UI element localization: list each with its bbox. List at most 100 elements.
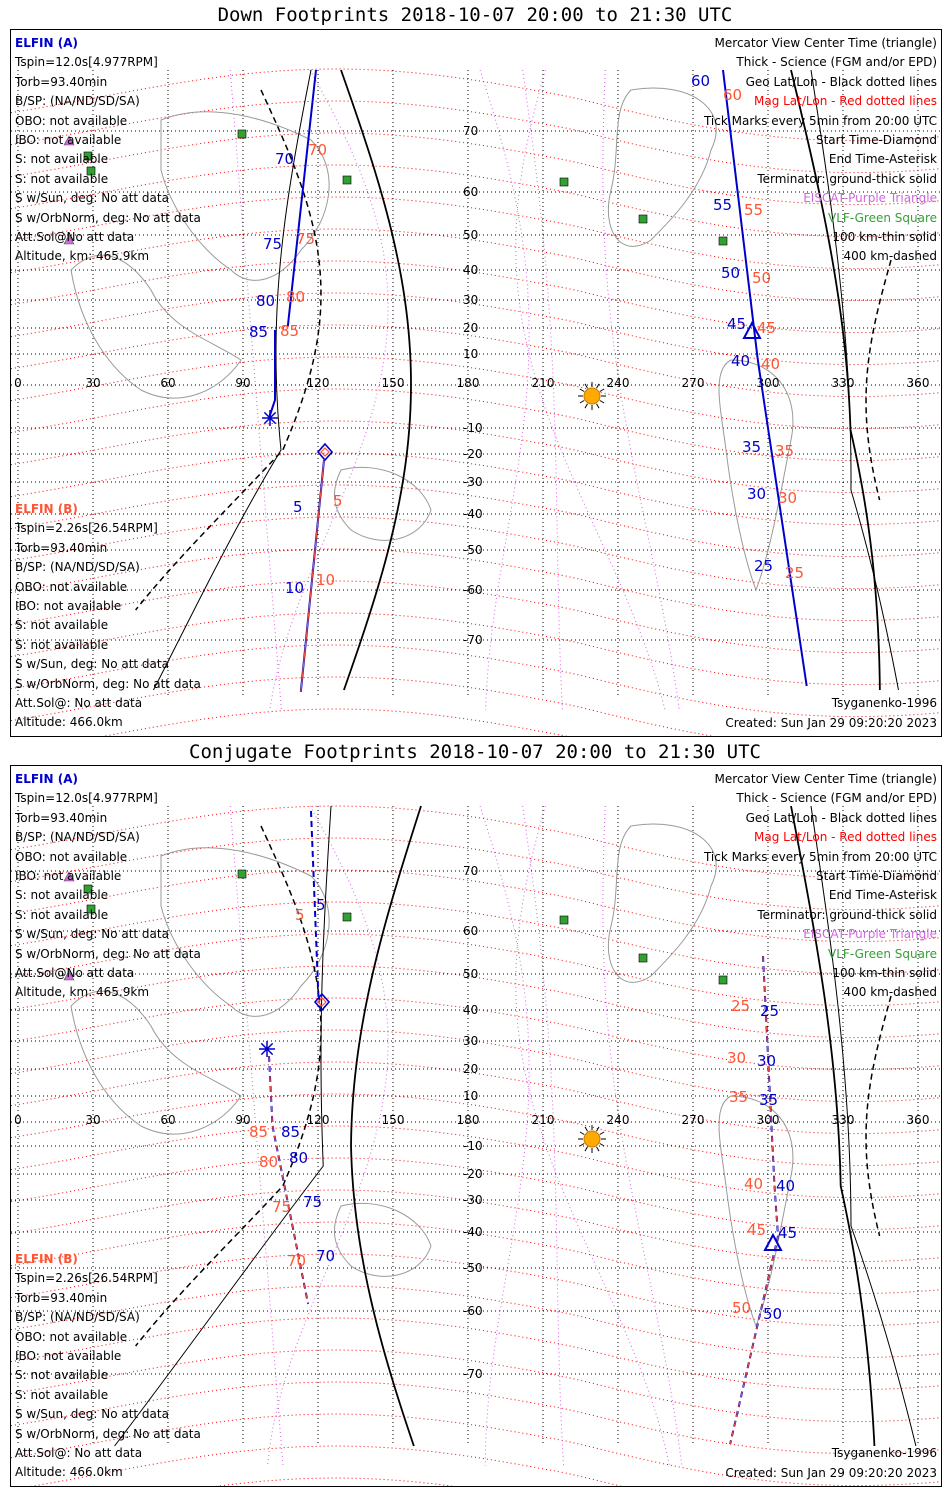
sun-ray	[584, 1126, 588, 1132]
track-time-label: 60	[723, 86, 742, 104]
lat-tick-label: 60	[463, 185, 478, 199]
elfin-a-line: OBO: not available	[15, 849, 128, 864]
lat-tick-label: -50	[463, 543, 483, 557]
mag-lat-line	[11, 1189, 941, 1263]
elfin-b-line: B/SP: (NA/ND/SD/SA)	[15, 1310, 140, 1325]
sun-ray	[596, 1146, 600, 1152]
track-time-label: 60	[691, 72, 710, 90]
coastline	[718, 359, 794, 592]
terminator-400km-line	[135, 89, 322, 611]
track-time-label: 45	[757, 319, 776, 337]
lon-tick-label: 240	[607, 376, 630, 390]
elfin-a-line: IBO: not available	[15, 868, 122, 883]
lat-tick-label: -20	[463, 1167, 483, 1181]
track-time-label: 75	[272, 1198, 291, 1216]
elfin-a-line: S: not available	[15, 171, 109, 186]
lat-tick-label: 60	[463, 924, 478, 938]
lon-tick-label: 90	[235, 376, 250, 390]
terminator-400km-line	[865, 259, 892, 501]
legend-item: Thick - Science (FGM and/or EPD)	[736, 55, 937, 70]
lat-tick-label: -60	[463, 583, 483, 597]
mag-lat-line	[11, 516, 941, 590]
eiscat-marker	[63, 135, 75, 146]
track-time-label: 75	[303, 1193, 322, 1211]
mag-lat-line	[11, 1061, 941, 1135]
elfin-b-line: Att.Sol@: No att data	[15, 695, 143, 710]
elfin-b-info: ELFIN (B) Tspin=2.26s[26.54RPM] Torb=93.…	[15, 1250, 201, 1483]
sun-ray	[579, 400, 585, 404]
track-time-label: 50	[732, 1299, 751, 1317]
legend-item: EISCAT-Purple Triangle	[803, 927, 937, 942]
coastline	[333, 466, 432, 541]
mag-lat-line	[11, 1349, 941, 1423]
sun-icon	[583, 1130, 601, 1148]
lat-tick-label: 10	[463, 347, 478, 361]
track-time-label: 50	[721, 264, 740, 282]
elfin-a-line: Altitude, km: 465.9km	[15, 985, 150, 1000]
elfin-b-line: S w/Sun, deg: No att data	[15, 657, 169, 672]
satellite-track	[310, 810, 320, 1004]
satellite-track	[268, 1055, 309, 1305]
mag-lat-line	[11, 196, 941, 270]
eiscat-marker	[63, 234, 75, 245]
track-time-label: 40	[744, 1175, 763, 1193]
coastline	[160, 847, 330, 1017]
terminator-line	[790, 805, 876, 1447]
legend-item: Thick - Science (FGM and/or EPD)	[736, 791, 937, 806]
lon-tick-label: 0	[14, 1113, 22, 1127]
terminator-400km-line	[865, 995, 892, 1237]
mag-lon-line	[229, 69, 282, 711]
satellite-track	[729, 955, 779, 1445]
legend-item: Geo Lat/Lon - Black dotted lines	[745, 810, 937, 825]
mag-lat-line	[11, 356, 941, 430]
vlf-station-marker	[638, 214, 648, 224]
track-time-label: 70	[308, 141, 327, 159]
lat-tick-label: 50	[463, 967, 478, 981]
sun-ray	[599, 1131, 605, 1135]
start-time-diamond	[316, 442, 334, 462]
coastline	[718, 1095, 794, 1328]
elfin-a-line: B/SP: (NA/ND/SD/SA)	[15, 94, 140, 109]
legend-item: Mag Lat/Lon - Red dotted lines	[753, 94, 937, 109]
sun-ray	[579, 388, 585, 392]
track-time-label: 80	[286, 288, 305, 306]
start-time-diamond	[313, 992, 331, 1012]
sun-ray	[596, 1126, 600, 1132]
legend-item: Mercator View Center Time (triangle)	[714, 772, 937, 786]
lat-tick-label: -70	[463, 633, 483, 647]
lat-tick-label: -40	[463, 507, 483, 521]
track-time-label: 85	[249, 323, 268, 341]
legend-item: Mag Lat/Lon - Red dotted lines	[753, 830, 937, 845]
elfin-a-name: ELFIN (A)	[15, 772, 78, 786]
coastline	[70, 990, 242, 1135]
mag-lat-line	[11, 1285, 941, 1359]
track-time-label: 85	[280, 322, 299, 340]
lon-tick-label: 330	[832, 376, 855, 390]
lon-tick-label: 360	[907, 1113, 930, 1127]
lat-tick-label: -70	[463, 1367, 483, 1381]
lat-tick-label: 20	[463, 1062, 478, 1076]
map-legend: Mercator View Center Time (triangle) Thi…	[704, 770, 937, 1003]
legend-item: End Time-Asterisk	[828, 888, 937, 903]
elfin-a-line: S w/Sun, deg: No att data	[15, 191, 169, 206]
model-name: Tsyganenko-1996	[831, 1446, 937, 1460]
elfin-a-line: S: not available	[15, 888, 109, 903]
lat-tick-label: 10	[463, 1089, 478, 1103]
mag-lat-line	[11, 324, 941, 398]
lat-tick-label: 50	[463, 228, 478, 242]
elfin-a-line: B/SP: (NA/ND/SD/SA)	[15, 830, 140, 845]
elfin-a-line: Torb=93.40min	[15, 74, 108, 89]
terminator-line	[340, 69, 412, 691]
mag-lat-line	[11, 388, 941, 462]
legend-item: Mercator View Center Time (triangle)	[714, 36, 937, 50]
track-time-label: 35	[729, 1088, 748, 1106]
elfin-b-name: ELFIN (B)	[15, 502, 78, 516]
track-time-label: 80	[259, 1153, 278, 1171]
vlf-station-marker	[83, 884, 93, 894]
mag-lon-line	[269, 69, 389, 711]
elfin-b-line: Torb=93.40min	[15, 540, 108, 555]
eiscat-marker	[63, 871, 75, 882]
vlf-station-marker	[342, 175, 352, 185]
coastline	[607, 823, 717, 983]
lon-tick-label: 180	[457, 376, 480, 390]
